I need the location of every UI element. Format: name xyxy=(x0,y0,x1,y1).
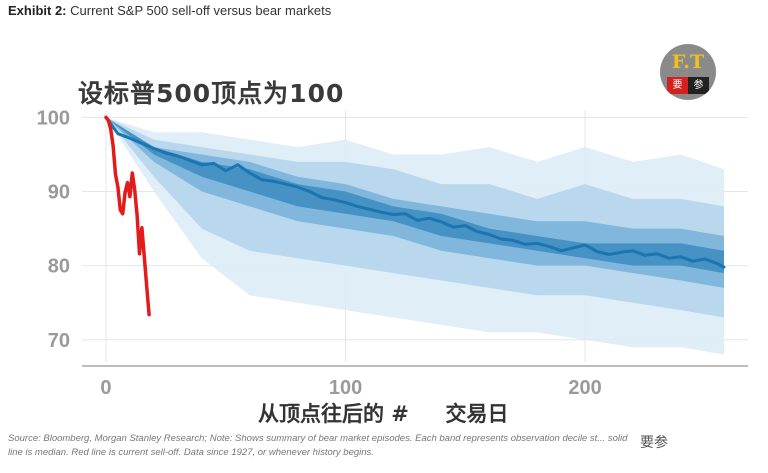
y-tick-label: 100 xyxy=(37,107,70,129)
decile-bands xyxy=(106,117,724,355)
series-lines xyxy=(104,115,726,317)
median-series-line xyxy=(104,115,726,269)
current-series-line xyxy=(104,115,151,317)
y-tick-label: 90 xyxy=(48,182,70,204)
source-note: Source: Bloomberg, Morgan Stanley Resear… xyxy=(8,433,628,458)
ft-logo: F.T 要 参 xyxy=(660,44,716,100)
logo-letters: F.T xyxy=(671,51,705,73)
exhibit-label: Exhibit 2: xyxy=(8,3,67,18)
overlay-x-axis-label: 从顶点往后的 # 交易日 xyxy=(258,402,509,426)
logo-left-char: 要 xyxy=(667,77,688,94)
decile-band-4 xyxy=(106,117,724,274)
watermark: 要参 xyxy=(640,434,668,450)
exhibit-text: Current S&P 500 sell-off versus bear mar… xyxy=(70,3,332,18)
axes: 70 80 90 100 0 100 200 xyxy=(37,107,748,399)
x-tick-label: 0 xyxy=(100,377,111,399)
x-tick-label: 100 xyxy=(329,377,362,399)
logo-right-char: 参 xyxy=(688,77,709,94)
y-tick-label: 70 xyxy=(48,330,70,352)
x-tick-label: 200 xyxy=(568,377,601,399)
y-tick-label: 80 xyxy=(48,256,70,278)
exhibit-caption: Exhibit 2: Current S&P 500 sell-off vers… xyxy=(8,3,331,18)
overlay-title: 设标普500顶点为100 xyxy=(78,79,345,108)
